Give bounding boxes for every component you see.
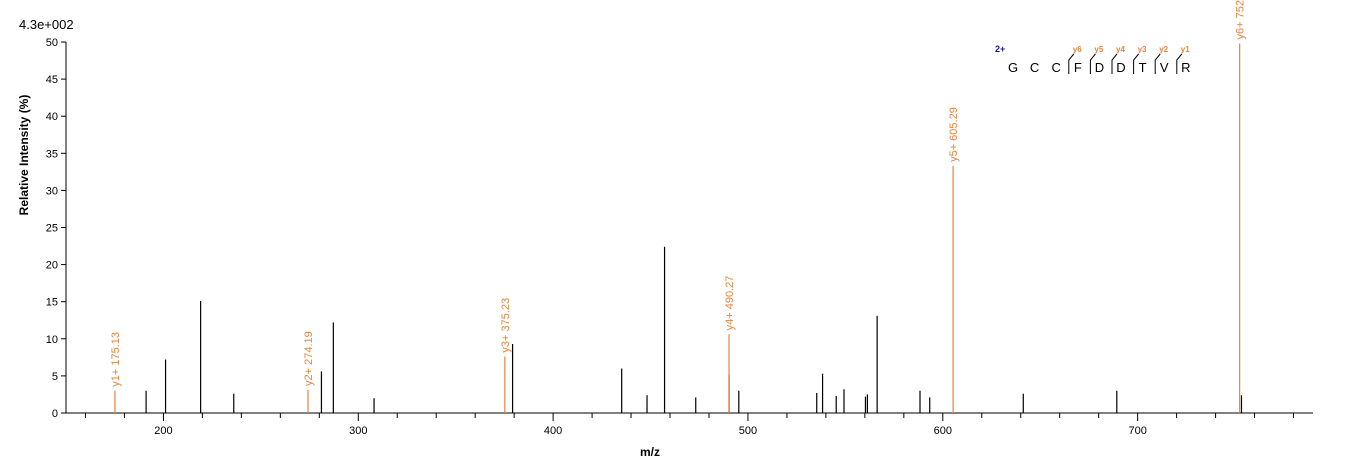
sequence-residue: D [1116, 60, 1125, 75]
y-axis-title: Relative Intensity (%) [17, 95, 31, 216]
peak-label: y2+ 274.19 [303, 331, 315, 386]
x-axis-title: m/z [640, 445, 660, 459]
peak-label: y6+ 752.36 [1235, 0, 1247, 39]
fragment-label: y1 [1181, 45, 1190, 54]
y-tick-label: 10 [46, 334, 58, 346]
fragment-bracket [1154, 53, 1161, 74]
x-tick-label: 400 [544, 425, 562, 437]
y-tick-label: 45 [46, 74, 58, 86]
peak-label: y3+ 375.23 [500, 298, 512, 353]
fragment-label: y2 [1159, 45, 1168, 54]
fragment-bracket [1068, 53, 1075, 74]
fragment-bracket [1111, 53, 1118, 74]
y-tick-label: 25 [46, 223, 58, 235]
sequence-residue: C [1052, 60, 1061, 75]
y-tick-label: 15 [46, 297, 58, 309]
x-tick-label: 300 [349, 425, 367, 437]
y-tick-label: 0 [52, 408, 58, 420]
x-tick-label: 200 [154, 425, 172, 437]
y-tick-label: 40 [46, 111, 58, 123]
x-tick-label: 600 [934, 425, 952, 437]
fragment-label: y6 [1073, 45, 1082, 54]
y-tick-label: 30 [46, 185, 58, 197]
fragment-bracket [1176, 53, 1183, 74]
sequence-residue: R [1181, 60, 1190, 75]
peak-label: y1+ 175.13 [110, 332, 122, 387]
y-tick-label: 20 [46, 260, 58, 272]
x-tick-label: 700 [1128, 425, 1146, 437]
sequence-residue: T [1139, 60, 1147, 75]
fragment-label: y4 [1116, 45, 1125, 54]
sequence-residue: C [1030, 60, 1039, 75]
sequence-residue: G [1008, 60, 1018, 75]
scale-label: 4.3e+002 [19, 17, 74, 32]
y-tick-label: 5 [52, 371, 58, 383]
y-tick-label: 50 [46, 37, 58, 49]
fragment-label: y5 [1094, 45, 1103, 54]
charge-state: 2+ [995, 44, 1005, 54]
peak-label: y4+ 490.27 [724, 276, 736, 331]
peak-label: y5+ 605.29 [948, 107, 960, 162]
sequence-residue: F [1074, 60, 1082, 75]
y-tick-label: 35 [46, 148, 58, 160]
fragment-bracket [1089, 53, 1096, 74]
sequence-residue: V [1160, 60, 1169, 75]
fragment-bracket [1133, 53, 1139, 74]
fragment-label: y3 [1138, 45, 1147, 54]
sequence-residue: D [1095, 60, 1104, 75]
x-tick-label: 500 [739, 425, 757, 437]
